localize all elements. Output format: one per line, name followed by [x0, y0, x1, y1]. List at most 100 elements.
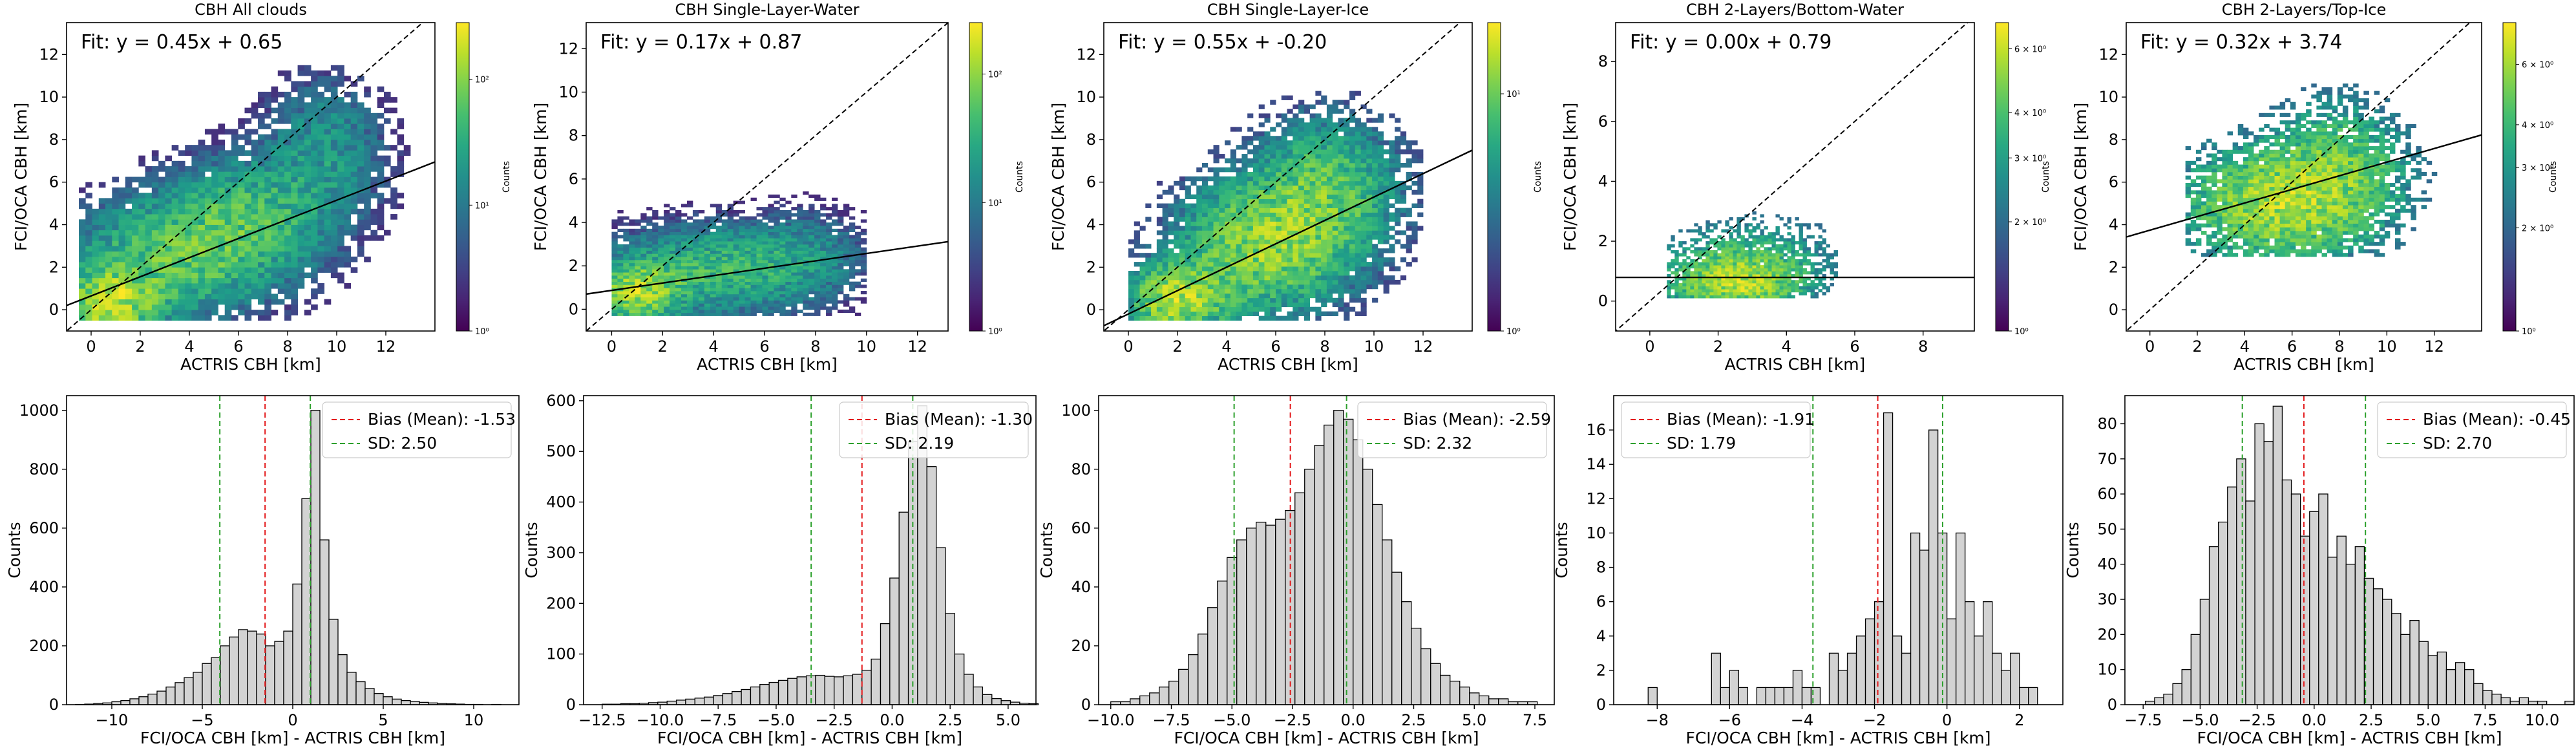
density-cell: [640, 259, 647, 264]
density-cell: [92, 230, 100, 236]
density-cell: [814, 312, 821, 316]
density-cell: [1321, 149, 1327, 155]
density-cell: [768, 297, 774, 301]
density-cell: [1247, 221, 1254, 226]
density-cell: [1377, 171, 1384, 177]
density-cell: [251, 251, 259, 257]
density-cell: [756, 281, 763, 285]
density-cell: [756, 266, 763, 270]
density-cell: [198, 139, 206, 145]
density-cell: [125, 208, 132, 215]
density-cell: [1252, 311, 1260, 316]
density-cell: [1309, 208, 1316, 213]
density-cell: [105, 203, 112, 209]
density-cell: [1281, 266, 1287, 272]
density-cell: [739, 253, 745, 257]
density-cell: [1304, 194, 1311, 200]
density-cell: [1213, 262, 1219, 267]
density-cell: [837, 228, 844, 233]
density-cell: [1236, 235, 1242, 240]
density-cell: [698, 300, 705, 304]
density-cell: [304, 102, 311, 108]
density-cell: [132, 176, 139, 183]
density-cell: [826, 213, 832, 217]
density-cell: [1395, 194, 1401, 200]
density-cell: [297, 262, 305, 268]
density-cell: [291, 262, 298, 268]
density-cell: [1213, 315, 1219, 321]
density-cell: [304, 187, 311, 193]
density-cell: [1383, 217, 1389, 222]
density-cell: [198, 283, 206, 289]
density-cell: [1304, 198, 1311, 204]
density-cell: [171, 145, 179, 151]
density-cell: [611, 309, 618, 314]
density-cell: [623, 235, 629, 239]
density-cell: [675, 244, 682, 248]
density-cell: [1344, 271, 1350, 276]
density-cell: [1236, 288, 1242, 294]
density-cell: [710, 288, 717, 292]
density-cell: [664, 266, 670, 270]
density-cell: [797, 275, 803, 279]
density-cell: [826, 312, 832, 316]
density-cell: [118, 208, 126, 215]
density-cell: [1355, 257, 1361, 262]
density-cell: [768, 241, 774, 245]
density-cell: [756, 259, 763, 264]
y-tick-label: 10: [39, 88, 59, 106]
density-cell: [311, 251, 318, 257]
density-cell: [739, 284, 745, 288]
density-cell: [686, 226, 693, 230]
density-cell: [1309, 127, 1316, 132]
density-cell: [1667, 280, 1671, 284]
density-cell: [171, 283, 179, 289]
density-cell: [178, 214, 185, 220]
density-cell: [1360, 248, 1367, 253]
density-cell: [860, 253, 867, 257]
density-cell: [218, 267, 226, 273]
density-cell: [1264, 176, 1271, 182]
density-cell: [390, 193, 397, 198]
density-cell: [165, 267, 173, 273]
density-cell: [1236, 271, 1242, 276]
density-cell: [1315, 167, 1322, 173]
density-cell: [171, 176, 179, 183]
density-cell: [774, 259, 780, 264]
density-cell: [646, 241, 653, 245]
density-cell: [304, 214, 311, 220]
density-cell: [145, 230, 153, 236]
density-cell: [1705, 262, 1710, 266]
density-cell: [1247, 235, 1254, 240]
density-cell: [1185, 275, 1191, 281]
density-cell: [1694, 223, 1698, 227]
density-cell: [171, 294, 179, 300]
density-cell: [1252, 154, 1260, 159]
density-cell: [357, 145, 364, 151]
density-cell: [204, 176, 212, 183]
density-cell: [820, 244, 827, 248]
density-cell: [277, 112, 285, 119]
density-cell: [370, 139, 378, 145]
density-cell: [681, 266, 688, 270]
density-cell: [1389, 275, 1395, 281]
density-cell: [317, 198, 325, 204]
density-cell: [1304, 293, 1311, 299]
density-cell: [224, 182, 232, 188]
density-cell: [350, 123, 358, 129]
density-cell: [1287, 158, 1293, 164]
density-cell: [1247, 180, 1254, 186]
density-cell: [1185, 266, 1191, 272]
density-cell: [617, 250, 624, 254]
density-cell: [330, 235, 338, 241]
density-cell: [165, 304, 173, 310]
density-cell: [105, 208, 112, 215]
density-cell: [1213, 284, 1219, 290]
density-cell: [198, 171, 206, 177]
density-cell: [277, 107, 285, 114]
density-cell: [849, 262, 856, 266]
density-cell: [1190, 180, 1197, 186]
density-cell: [204, 315, 212, 321]
density-cell: [1344, 306, 1350, 312]
density-cell: [291, 277, 298, 284]
